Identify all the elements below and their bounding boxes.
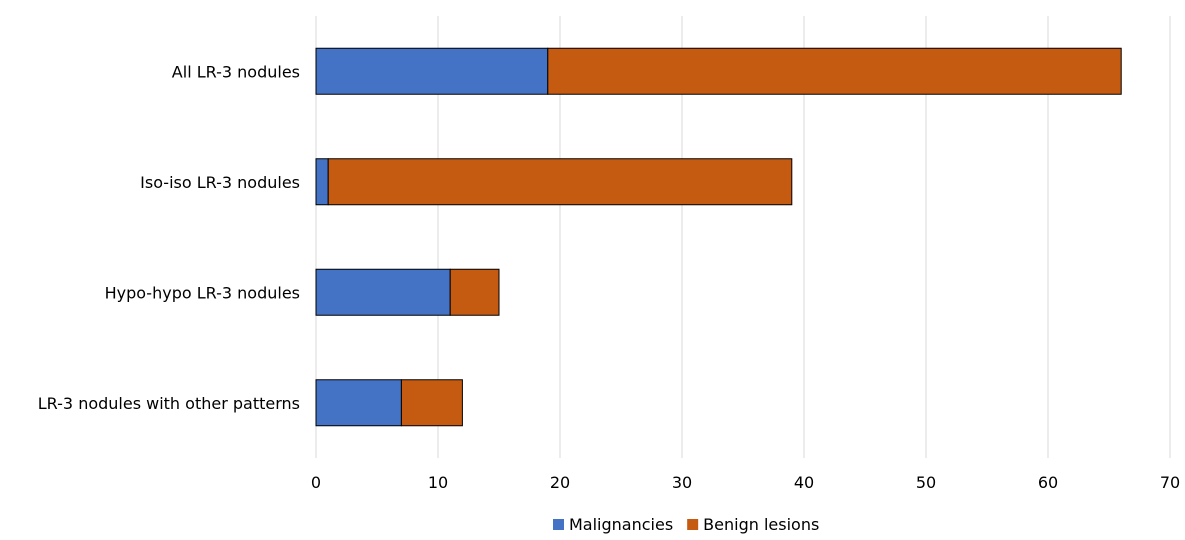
bar-malignancies-1	[315, 158, 329, 206]
category-label: Iso-iso LR-3 nodules	[140, 173, 300, 192]
x-tick-label-50: 50	[916, 473, 936, 492]
bar-benign-lesions-3	[400, 379, 463, 427]
x-tick-label-70: 70	[1160, 473, 1180, 492]
legend-swatch-benign-lesions	[687, 519, 699, 530]
legend: Malignancies Benign lesions	[553, 515, 819, 534]
category-label: Hypo-hypo LR-3 nodules	[105, 283, 300, 302]
x-tick-label-40: 40	[794, 473, 814, 492]
legend-label-malignancies: Malignancies	[569, 515, 673, 534]
category-label: LR-3 nodules with other patterns	[38, 394, 300, 413]
x-tick-label-60: 60	[1038, 473, 1058, 492]
category-label: All LR-3 nodules	[172, 62, 300, 81]
x-axis-tick-labels: 0 10 20 30 40 50 60 70	[311, 473, 1180, 492]
x-tick-label-30: 30	[672, 473, 692, 492]
bars	[315, 47, 1122, 427]
legend-label-benign-lesions: Benign lesions	[703, 515, 819, 534]
bar-benign-lesions-1	[327, 158, 793, 206]
bar-benign-lesions-0	[547, 47, 1122, 95]
legend-swatch-malignancies	[553, 519, 564, 530]
category-labels: All LR-3 nodules Iso-iso LR-3 nodules Hypo…	[38, 62, 300, 413]
bar-malignancies-3	[315, 379, 402, 427]
bar-malignancies-0	[315, 47, 549, 95]
bar-malignancies-2	[315, 268, 451, 316]
x-tick-label-10: 10	[428, 473, 448, 492]
x-tick-label-20: 20	[550, 473, 570, 492]
x-tick-label-0: 0	[311, 473, 321, 492]
bar-benign-lesions-2	[449, 268, 500, 316]
